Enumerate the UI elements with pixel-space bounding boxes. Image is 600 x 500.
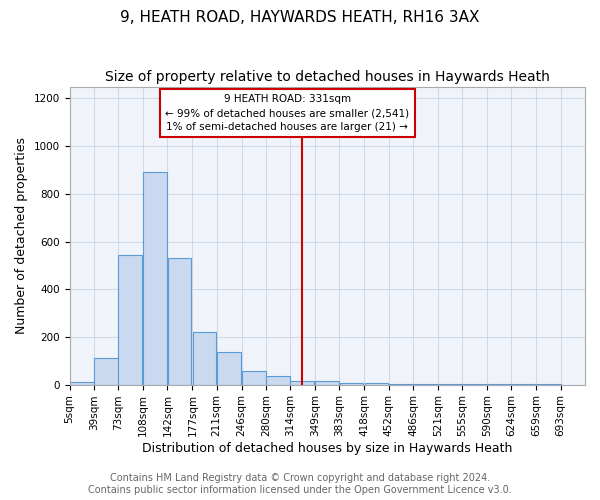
Bar bbox=[217, 352, 241, 384]
Bar bbox=[167, 258, 191, 384]
Text: Contains HM Land Registry data © Crown copyright and database right 2024.
Contai: Contains HM Land Registry data © Crown c… bbox=[88, 474, 512, 495]
Y-axis label: Number of detached properties: Number of detached properties bbox=[15, 137, 28, 334]
X-axis label: Distribution of detached houses by size in Haywards Heath: Distribution of detached houses by size … bbox=[142, 442, 512, 455]
Bar bbox=[94, 358, 118, 384]
Bar bbox=[242, 372, 266, 384]
Bar bbox=[118, 254, 142, 384]
Text: 9, HEATH ROAD, HAYWARDS HEATH, RH16 3AX: 9, HEATH ROAD, HAYWARDS HEATH, RH16 3AX bbox=[120, 10, 480, 25]
Bar bbox=[70, 382, 94, 384]
Bar bbox=[316, 381, 339, 384]
Bar bbox=[266, 376, 290, 384]
Bar bbox=[290, 381, 314, 384]
Bar bbox=[143, 172, 167, 384]
Text: 9 HEATH ROAD: 331sqm
← 99% of detached houses are smaller (2,541)
1% of semi-det: 9 HEATH ROAD: 331sqm ← 99% of detached h… bbox=[165, 94, 409, 132]
Title: Size of property relative to detached houses in Haywards Heath: Size of property relative to detached ho… bbox=[105, 70, 550, 84]
Bar bbox=[193, 332, 217, 384]
Bar bbox=[340, 382, 364, 384]
